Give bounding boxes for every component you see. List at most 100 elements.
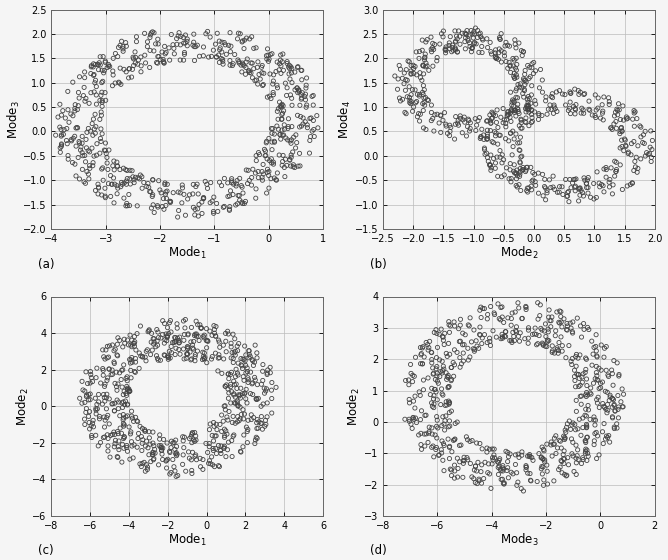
Point: [198, 332, 208, 341]
Point: [282, 59, 293, 68]
Point: [455, 337, 466, 346]
Point: [77, 132, 88, 141]
Point: [188, 30, 199, 39]
Point: [180, 31, 191, 40]
Point: [219, 174, 230, 183]
Point: [195, 462, 206, 471]
Point: [84, 424, 95, 433]
Point: [285, 156, 295, 165]
Point: [581, 179, 592, 188]
Point: [530, 100, 541, 109]
Point: [601, 405, 611, 414]
Point: [588, 349, 599, 358]
Point: [455, 114, 466, 123]
Point: [424, 423, 435, 432]
Point: [160, 201, 171, 210]
Point: [599, 165, 609, 174]
Point: [571, 370, 582, 379]
Point: [94, 390, 104, 399]
Point: [562, 319, 572, 328]
Point: [157, 202, 168, 211]
Point: [472, 458, 483, 467]
Point: [562, 471, 572, 480]
Point: [486, 49, 497, 58]
Point: [102, 413, 112, 422]
Point: [421, 430, 432, 438]
Point: [88, 59, 99, 68]
Point: [493, 458, 504, 467]
Point: [473, 116, 484, 125]
Point: [562, 192, 572, 201]
Point: [265, 368, 276, 377]
Point: [558, 450, 568, 459]
Point: [552, 345, 562, 354]
Point: [612, 423, 623, 432]
Point: [549, 102, 560, 111]
Point: [156, 443, 166, 452]
Point: [122, 174, 133, 183]
Point: [464, 30, 475, 39]
Point: [613, 403, 624, 412]
Point: [607, 413, 618, 422]
Point: [102, 390, 112, 399]
Point: [415, 68, 426, 77]
Point: [590, 374, 601, 383]
Point: [580, 447, 591, 456]
Point: [150, 342, 161, 351]
Point: [590, 421, 601, 430]
Point: [301, 81, 311, 90]
Point: [236, 60, 246, 69]
Point: [224, 205, 234, 214]
Point: [417, 360, 428, 368]
Point: [514, 82, 525, 91]
Point: [98, 366, 108, 375]
Point: [530, 324, 540, 333]
Point: [129, 175, 140, 184]
Point: [522, 101, 532, 110]
Point: [293, 88, 303, 97]
Point: [219, 424, 230, 433]
Point: [528, 58, 539, 67]
Point: [440, 416, 450, 425]
Point: [446, 376, 456, 385]
Point: [163, 352, 174, 361]
Point: [229, 380, 240, 389]
Point: [521, 77, 532, 86]
Point: [512, 80, 523, 89]
Point: [165, 197, 176, 206]
Point: [242, 416, 253, 424]
Point: [203, 459, 214, 468]
Point: [407, 424, 418, 433]
Point: [408, 396, 419, 405]
Point: [234, 191, 244, 200]
Point: [581, 412, 592, 421]
Point: [296, 66, 307, 74]
Point: [159, 351, 170, 360]
Point: [584, 389, 595, 398]
Point: [605, 123, 616, 132]
Point: [238, 355, 249, 364]
Point: [415, 343, 426, 352]
Point: [509, 97, 520, 106]
Point: [186, 469, 197, 478]
Point: [57, 106, 68, 115]
Point: [450, 134, 460, 143]
Point: [271, 67, 281, 76]
Point: [260, 416, 271, 425]
Point: [592, 371, 603, 380]
Point: [122, 391, 132, 400]
Point: [249, 373, 260, 382]
Point: [295, 112, 306, 121]
Point: [171, 448, 182, 457]
Point: [254, 70, 265, 79]
Point: [556, 468, 567, 477]
Point: [562, 419, 572, 428]
Point: [243, 166, 254, 175]
Point: [107, 340, 118, 349]
Point: [617, 127, 627, 136]
Point: [219, 433, 230, 442]
Point: [578, 192, 589, 200]
Point: [235, 394, 246, 403]
Point: [516, 124, 527, 133]
Point: [228, 431, 239, 440]
